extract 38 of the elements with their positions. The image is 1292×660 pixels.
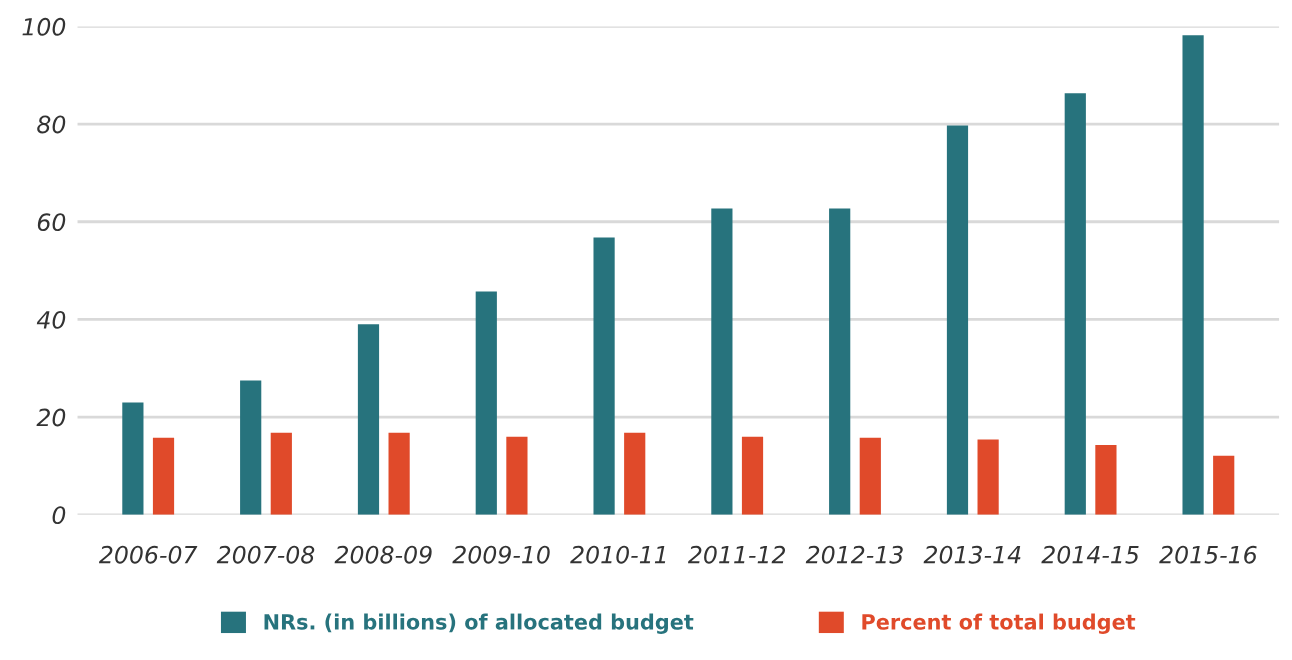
- bar: [1095, 444, 1117, 515]
- bar: [711, 208, 733, 515]
- bar: [475, 291, 497, 515]
- bar: [1064, 93, 1086, 515]
- bar: [506, 436, 528, 515]
- bar: [1182, 35, 1204, 515]
- bar: [829, 208, 851, 515]
- bar: [388, 432, 410, 515]
- x-tick-label: 2009-10: [452, 545, 550, 564]
- bar: [946, 125, 969, 515]
- bar: [593, 237, 615, 515]
- bar: [859, 437, 881, 515]
- x-tick-label: 2006-07: [98, 545, 198, 564]
- x-tick-label: 2010-11: [570, 545, 666, 564]
- x-tick-label: 2015-16: [1159, 545, 1257, 564]
- y-tick-label: 60: [37, 213, 66, 232]
- bar: [122, 402, 144, 515]
- bar: [357, 324, 380, 515]
- x-tick-label: 2014-15: [1041, 545, 1139, 564]
- legend-label: NRs. (in billions) of allocated budget: [264, 613, 694, 634]
- y-tick-label: 40: [36, 310, 66, 329]
- legend-label: Percent of total budget: [862, 613, 1136, 634]
- bar: [977, 439, 999, 515]
- bar: [1213, 455, 1235, 515]
- y-tick-label: 80: [37, 115, 66, 134]
- y-tick-label: 20: [36, 408, 66, 427]
- bar: [152, 437, 175, 515]
- bar: [240, 380, 262, 515]
- x-tick-label: 2012-13: [805, 545, 903, 564]
- bar: [741, 436, 764, 515]
- bar: [624, 432, 646, 515]
- x-tick-label: 2011-12: [687, 545, 786, 564]
- y-tick-label: 0: [52, 506, 66, 525]
- x-tick-label: 2007-08: [216, 545, 315, 564]
- x-tick-label: 2008-09: [334, 545, 432, 564]
- y-tick-label: 100: [22, 17, 66, 36]
- x-tick-label: 2013-14: [923, 545, 1021, 564]
- bar: [270, 432, 292, 515]
